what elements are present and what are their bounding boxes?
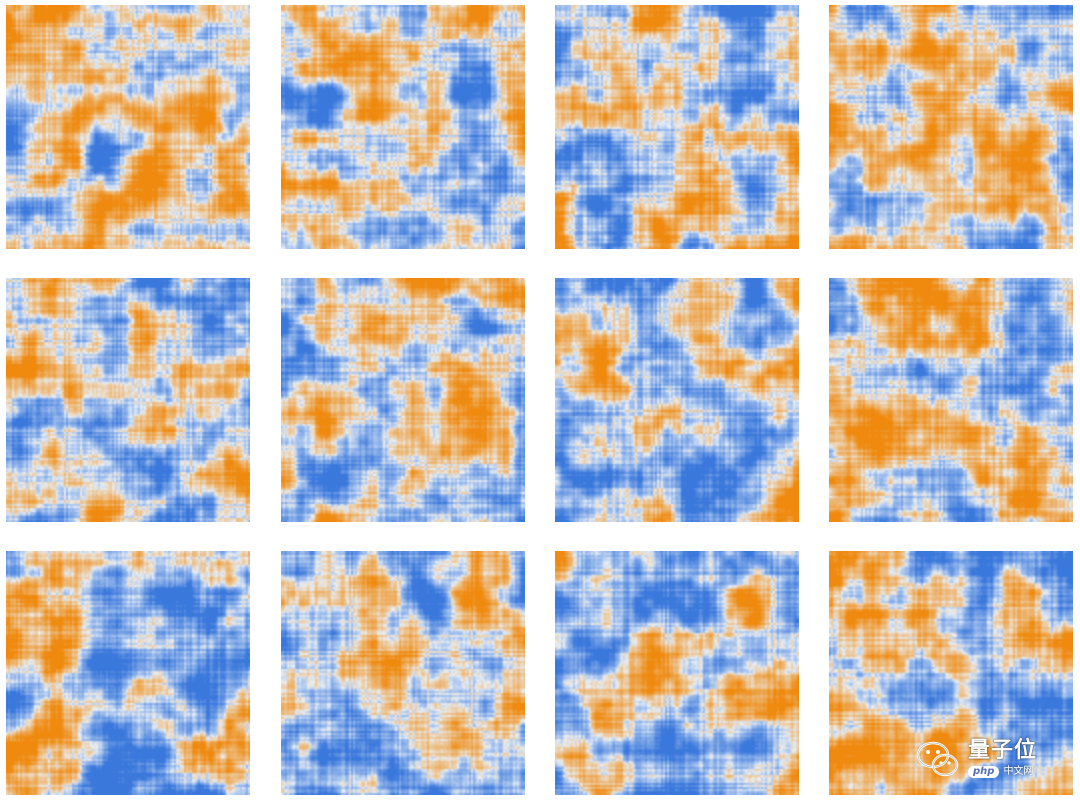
noise-canvas <box>6 278 250 522</box>
noise-tile-2-3 <box>555 278 799 522</box>
noise-tile-2-1 <box>6 278 250 522</box>
php-badge: php <box>968 766 1000 778</box>
noise-canvas <box>829 278 1073 522</box>
noise-tile-3-1 <box>6 551 250 795</box>
watermark-site: php 中文网 <box>968 766 1037 778</box>
noise-canvas <box>555 551 799 795</box>
noise-canvas <box>281 551 525 795</box>
noise-canvas <box>6 5 250 249</box>
watermark: 量子位 php 中文网 <box>916 734 1066 784</box>
noise-canvas <box>555 278 799 522</box>
noise-canvas <box>829 5 1073 249</box>
watermark-site-suffix: 中文网 <box>1003 766 1034 777</box>
noise-tile-2-4 <box>829 278 1073 522</box>
noise-canvas <box>555 5 799 249</box>
noise-tile-3-2 <box>281 551 525 795</box>
noise-tile-1-1 <box>6 5 250 249</box>
wechat-icon <box>916 741 960 777</box>
noise-tile-1-4 <box>829 5 1073 249</box>
noise-tile-3-4 <box>829 551 1073 795</box>
noise-canvas <box>6 551 250 795</box>
noise-tile-2-2 <box>281 278 525 522</box>
watermark-brand: 量子位 <box>968 738 1038 763</box>
noise-canvas <box>829 551 1073 795</box>
noise-canvas <box>281 278 525 522</box>
noise-tile-3-3 <box>555 551 799 795</box>
noise-tile-1-3 <box>555 5 799 249</box>
noise-canvas <box>281 5 525 249</box>
noise-tile-1-2 <box>281 5 525 249</box>
